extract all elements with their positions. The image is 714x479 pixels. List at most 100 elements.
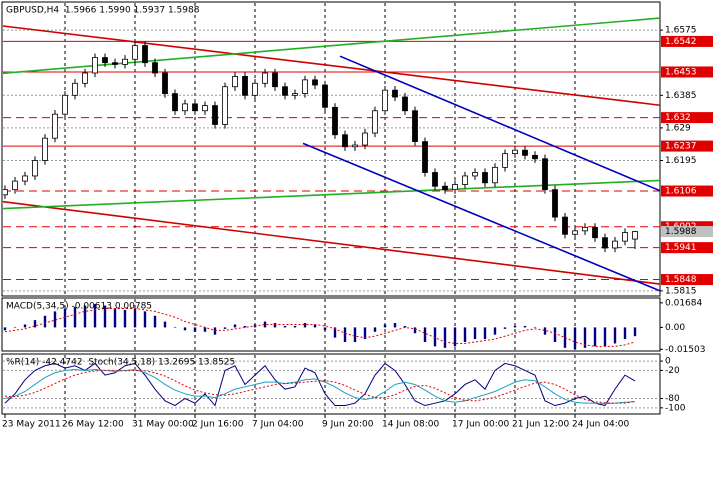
candle-body: [422, 141, 428, 173]
histogram-bar: [153, 315, 157, 328]
candle-body: [62, 94, 68, 115]
y-tick-label: 0.01684: [665, 298, 702, 308]
level-label-box: [661, 140, 713, 152]
level-label: 1.6453: [665, 67, 697, 77]
x-tick-label: 2 Jun 16:00: [192, 420, 244, 430]
histogram-bar: [33, 320, 37, 328]
candle-body: [442, 185, 448, 191]
candle-body: [632, 231, 638, 240]
macd-title: MACD(5,34,5) -0.00613 0.00785: [6, 302, 152, 312]
x-tick-label: 26 May 12:00: [62, 420, 124, 430]
histogram-bar: [263, 321, 267, 328]
candle-body: [112, 62, 118, 65]
candle-body: [592, 227, 598, 239]
candle-body: [242, 76, 248, 96]
candle-body: [542, 158, 548, 191]
level-label: 1.5941: [665, 243, 697, 253]
candle-body: [472, 172, 478, 177]
candle-body: [122, 58, 128, 65]
candle-body: [272, 72, 278, 88]
candle-body: [322, 84, 328, 108]
oscillator-title: %R(14) -42.4742 Stoch(34,5,18) 13.2695 1…: [6, 358, 235, 368]
panel-frame: [1, 1, 661, 297]
level-label: 1.6106: [665, 187, 697, 197]
candle-body: [382, 89, 388, 112]
histogram-bar: [503, 327, 507, 329]
x-tick-label: 14 Jun 08:00: [382, 420, 439, 430]
histogram-bar: [393, 323, 397, 328]
candle-body: [192, 103, 198, 112]
histogram-bar: [433, 327, 437, 347]
candle-body: [182, 103, 188, 112]
histogram-bar: [603, 327, 607, 347]
y-tick-label: -20: [665, 366, 680, 376]
candle-body: [582, 227, 588, 232]
histogram-bar: [83, 305, 87, 328]
histogram-bar: [63, 308, 67, 328]
y-tick-label: 0: [665, 357, 671, 367]
level-label-box: [661, 185, 713, 197]
histogram-bar: [543, 327, 547, 335]
plot-area: [4, 362, 636, 407]
candle-body: [552, 189, 558, 218]
histogram-bar: [183, 327, 187, 331]
histogram-bar: [533, 327, 537, 328]
candle-body: [12, 180, 18, 191]
level-label-box: [661, 242, 713, 254]
histogram-bar: [113, 308, 117, 328]
histogram-bar: [353, 327, 357, 342]
y-tick-label: -80: [665, 394, 680, 404]
level-label-box: [661, 66, 713, 78]
histogram-bar: [403, 325, 407, 328]
x-tick-label: 21 Jun 12:00: [512, 420, 569, 430]
series-line: [4, 362, 636, 407]
histogram-bar: [133, 308, 137, 328]
histogram-bar: [513, 325, 517, 328]
candle-body: [3, 189, 8, 196]
histogram-bar: [423, 327, 427, 342]
trend-line: [339, 55, 660, 192]
trend-line: [302, 142, 660, 292]
candle-body: [32, 160, 38, 177]
candle-body: [332, 106, 338, 136]
histogram-bar: [43, 315, 47, 328]
histogram-bar: [23, 324, 27, 328]
histogram-bar: [413, 327, 417, 334]
candle-body: [602, 237, 608, 249]
candle-body: [92, 57, 98, 74]
candle-body: [392, 89, 398, 98]
level-label-box: [661, 35, 713, 47]
x-tick-label: 7 Jun 04:00: [252, 420, 304, 430]
trend-line: [3, 200, 660, 285]
candle-body: [372, 110, 378, 134]
histogram-bar: [383, 324, 387, 328]
histogram-bar: [3, 327, 7, 331]
x-tick-label: 31 May 00:00: [132, 420, 194, 430]
candle-body: [612, 240, 618, 249]
series-line: [4, 369, 636, 404]
candle-body: [162, 72, 168, 94]
histogram-bar: [283, 325, 287, 328]
candle-body: [262, 72, 268, 84]
histogram-bar: [463, 327, 467, 342]
level-label: 1.6237: [665, 142, 697, 152]
histogram-bar: [343, 327, 347, 342]
histogram-bar: [623, 327, 627, 340]
histogram-bar: [103, 305, 107, 328]
candle-body: [412, 110, 418, 143]
histogram-bar: [123, 309, 127, 328]
histogram-bar: [523, 325, 527, 328]
histogram-bar: [223, 327, 227, 329]
candle-body: [452, 184, 458, 191]
histogram-bar: [213, 327, 217, 335]
histogram-bar: [313, 324, 317, 328]
x-tick-label: 23 May 2011: [2, 420, 61, 430]
chart-title: GBPUSD,H4 1.5966 1.5990 1.5937 1.5988: [6, 6, 200, 16]
x-tick-label: 9 Jun 20:00: [322, 420, 374, 430]
candle-body: [432, 172, 438, 187]
candle-body: [222, 86, 228, 125]
x-tick-label: 24 Jun 04:00: [572, 420, 629, 430]
candle-body: [252, 82, 258, 96]
histogram-bar: [333, 327, 337, 338]
